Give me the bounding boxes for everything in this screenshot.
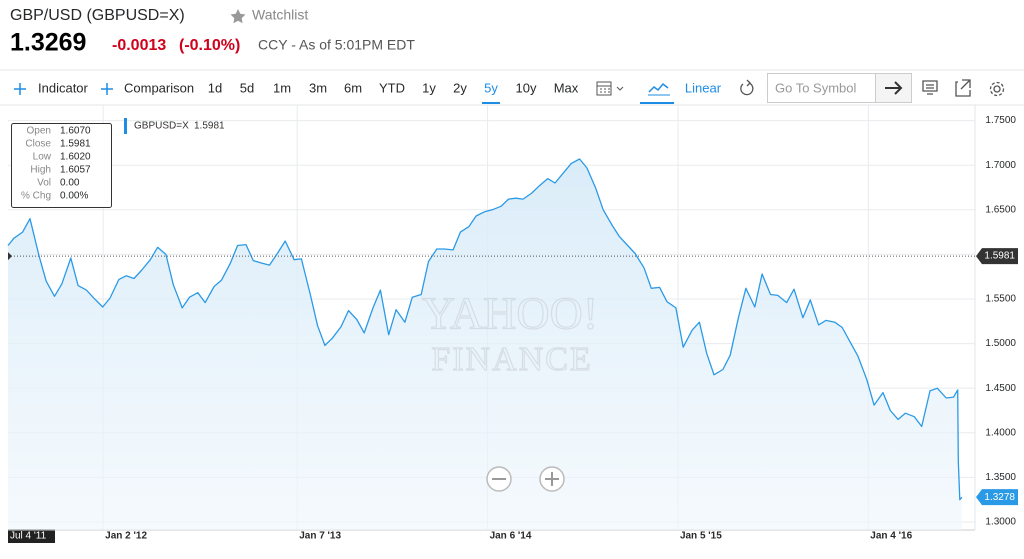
tooltip-label: Low xyxy=(33,152,52,163)
legend-name: GBPUSD=X xyxy=(134,121,189,132)
crosshair-value-label: 1.5981 xyxy=(984,251,1015,262)
range-button[interactable]: Max xyxy=(554,80,579,95)
legend-value: 1.5981 xyxy=(194,121,225,132)
range-button[interactable]: 5d xyxy=(240,80,254,95)
scale-button[interactable]: Linear xyxy=(685,80,722,95)
chart-type-icon[interactable] xyxy=(648,82,670,96)
watermark: YAHOO! FINANCE xyxy=(421,287,599,378)
legend-swatch xyxy=(124,118,127,134)
range-button[interactable]: 3m xyxy=(309,80,327,95)
y-tick-label: 1.4500 xyxy=(985,383,1016,394)
y-tick-label: 1.7500 xyxy=(985,115,1016,126)
range-buttons: 1d 5d 1m 3m 6m YTD 1y 2y 5y 10y Max xyxy=(208,80,579,104)
x-tick-label: Jan 7 '13 xyxy=(299,531,341,542)
x-tick-label: Jan 2 '12 xyxy=(105,531,147,542)
symbol-placeholder: Go To Symbol xyxy=(775,80,857,95)
settings-icon[interactable] xyxy=(993,85,1001,93)
zoom-in[interactable] xyxy=(539,466,565,492)
y-tick-label: 1.4000 xyxy=(985,427,1016,438)
symbol-input[interactable] xyxy=(767,73,876,103)
print-icon[interactable] xyxy=(922,80,938,95)
x-tick-label: Jan 6 '14 xyxy=(490,531,532,542)
y-tick-label: 1.7000 xyxy=(985,160,1016,171)
quote-price: 1.3269 xyxy=(10,29,86,57)
tooltip: Open 1.6070 Close 1.5981 Low 1.6020 High 1.6057… xyxy=(21,126,91,202)
range-button[interactable]: 1m xyxy=(273,80,291,95)
crosshair-date-box xyxy=(8,529,55,543)
zoom-out[interactable] xyxy=(486,466,512,492)
tooltip-box xyxy=(11,123,112,208)
last-value-box xyxy=(976,489,1018,506)
range-button[interactable]: 5y xyxy=(484,80,498,95)
tooltip-label: High xyxy=(30,165,51,176)
tooltip-label: Close xyxy=(25,139,51,150)
tooltip-label: % Chg xyxy=(21,191,51,202)
area xyxy=(8,159,962,530)
tooltip-value: 1.6020 xyxy=(60,152,91,163)
tooltip-label: Open xyxy=(27,126,51,137)
range-button[interactable]: 1d xyxy=(208,80,222,95)
plus-icon[interactable] xyxy=(101,83,113,95)
x-tick-label: Jul 4 '11 xyxy=(10,531,47,542)
share-icon[interactable] xyxy=(955,79,971,97)
range-button[interactable]: 10y xyxy=(516,80,537,95)
x-tick-label: Jan 5 '15 xyxy=(680,531,722,542)
tooltip-label: Vol xyxy=(37,178,51,189)
arrow-icon xyxy=(885,81,903,95)
calendar-icon[interactable] xyxy=(596,81,624,96)
last-value-label: 1.3278 xyxy=(984,492,1015,503)
range-button[interactable]: 1y xyxy=(422,80,436,95)
quote-status: CCY - As of 5:01PM EDT xyxy=(258,37,415,53)
y-tick-label: 1.3000 xyxy=(985,517,1016,528)
tooltip-value: 1.5981 xyxy=(60,139,91,150)
watermark-text: FINANCE xyxy=(431,341,592,378)
tooltip-value: 1.6070 xyxy=(60,126,91,137)
watchlist-link[interactable]: Watchlist xyxy=(252,7,308,23)
x-tick-label: Jan 4 '16 xyxy=(870,531,912,542)
settings-icon[interactable] xyxy=(989,81,1005,97)
crosshair-value-box xyxy=(976,248,1018,265)
comparison-button[interactable]: Comparison xyxy=(124,80,194,95)
quote-change-pct: (-0.10%) xyxy=(179,37,240,54)
range-button[interactable]: 6m xyxy=(344,80,362,95)
watchlist-star[interactable] xyxy=(230,9,246,24)
indicator-button[interactable]: Indicator xyxy=(38,80,89,95)
watermark-logo: YAHOO! xyxy=(422,288,598,339)
chart: 1.3000 1.3500 1.4000 1.4500 1.5000 1.5500 1.60… xyxy=(7,105,1018,543)
tooltip-value: 0.00 xyxy=(60,178,80,189)
chart-type-underline xyxy=(640,102,674,104)
tooltip-value: 0.00% xyxy=(60,191,88,202)
plus-icon[interactable] xyxy=(14,83,26,95)
range-button[interactable]: YTD xyxy=(379,80,405,95)
y-tick-label: 1.6500 xyxy=(985,204,1016,215)
y-tick-label: 1.5000 xyxy=(985,338,1016,349)
range-button[interactable]: 2y xyxy=(453,80,467,95)
y-tick-label: 1.3500 xyxy=(985,472,1016,483)
y-tick-label: 1.5500 xyxy=(985,294,1016,305)
crosshair-marker xyxy=(8,252,12,261)
price-line xyxy=(7,158,963,501)
quote-title: GBP/USD (GBPUSD=X) xyxy=(10,7,185,24)
range-underline xyxy=(482,102,500,104)
reset-icon[interactable] xyxy=(740,79,754,96)
quote-change: -0.0013 xyxy=(112,37,166,54)
tooltip-value: 1.6057 xyxy=(60,165,91,176)
